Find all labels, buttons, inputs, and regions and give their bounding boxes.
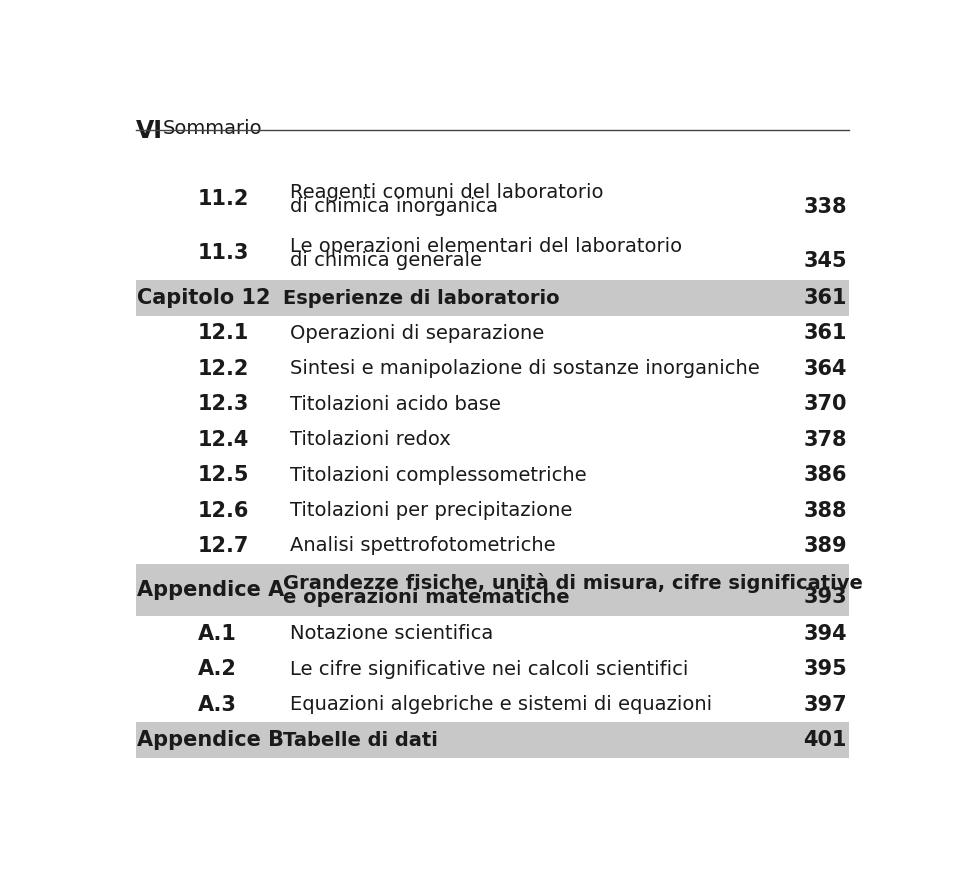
Text: 11.3: 11.3 [198, 244, 249, 263]
Text: 12.2: 12.2 [198, 359, 249, 379]
Text: Reagenti comuni del laboratorio: Reagenti comuni del laboratorio [291, 183, 604, 202]
Text: 338: 338 [804, 197, 847, 217]
Text: 378: 378 [804, 430, 847, 450]
Text: 395: 395 [804, 659, 847, 680]
Text: 12.1: 12.1 [198, 323, 249, 344]
Bar [135, 280, 849, 315]
Text: A.3: A.3 [198, 695, 236, 715]
Text: 361: 361 [804, 288, 847, 308]
Text: 401: 401 [804, 730, 847, 750]
Text: di chimica generale: di chimica generale [291, 252, 483, 270]
Text: 361: 361 [804, 323, 847, 344]
Text: Titolazioni redox: Titolazioni redox [291, 431, 451, 449]
Text: 12.7: 12.7 [198, 536, 249, 556]
Text: Appendice B: Appendice B [137, 730, 284, 750]
Text: Tabelle di dati: Tabelle di dati [283, 731, 438, 750]
Text: 386: 386 [804, 465, 847, 486]
Text: 388: 388 [804, 501, 847, 521]
Text: Le operazioni elementari del laboratorio: Le operazioni elementari del laboratorio [291, 237, 683, 255]
Text: 397: 397 [804, 695, 847, 715]
Text: Esperienze di laboratorio: Esperienze di laboratorio [283, 289, 560, 307]
Text: Capitolo 12: Capitolo 12 [137, 288, 271, 308]
Text: Sintesi e manipolazione di sostanze inorganiche: Sintesi e manipolazione di sostanze inor… [291, 360, 760, 378]
Text: Le cifre significative nei calcoli scientifici: Le cifre significative nei calcoli scien… [291, 660, 689, 679]
Text: 12.5: 12.5 [198, 465, 249, 486]
Text: Titolazioni per precipitazione: Titolazioni per precipitazione [291, 501, 573, 520]
Text: Titolazioni complessometriche: Titolazioni complessometriche [291, 466, 588, 485]
Text: 12.6: 12.6 [198, 501, 249, 521]
Text: 345: 345 [804, 251, 847, 271]
Text: 12.3: 12.3 [198, 394, 249, 415]
Text: A.1: A.1 [198, 624, 236, 644]
Bar [135, 563, 849, 616]
Text: Titolazioni acido base: Titolazioni acido base [291, 395, 501, 414]
Text: Analisi spettrofotometriche: Analisi spettrofotometriche [291, 537, 556, 556]
Text: 394: 394 [804, 624, 847, 644]
Text: Grandezze fisiche, unità di misura, cifre significative: Grandezze fisiche, unità di misura, cifr… [283, 572, 863, 593]
Text: 389: 389 [804, 536, 847, 556]
Text: 393: 393 [804, 587, 847, 607]
Text: Sommario: Sommario [162, 119, 262, 137]
Bar [135, 722, 849, 758]
Text: e operazioni matematiche: e operazioni matematiche [283, 587, 569, 607]
Text: 11.2: 11.2 [198, 190, 249, 209]
Text: 364: 364 [804, 359, 847, 379]
Text: 12.4: 12.4 [198, 430, 249, 450]
Text: Notazione scientifica: Notazione scientifica [291, 625, 493, 643]
Text: A.2: A.2 [198, 659, 236, 680]
Text: VI: VI [135, 119, 162, 143]
Text: Operazioni di separazione: Operazioni di separazione [291, 324, 544, 343]
Text: di chimica inorganica: di chimica inorganica [291, 198, 498, 216]
Text: Equazioni algebriche e sistemi di equazioni: Equazioni algebriche e sistemi di equazi… [291, 696, 712, 714]
Text: Appendice A: Appendice A [137, 579, 284, 600]
Text: 370: 370 [804, 394, 847, 415]
